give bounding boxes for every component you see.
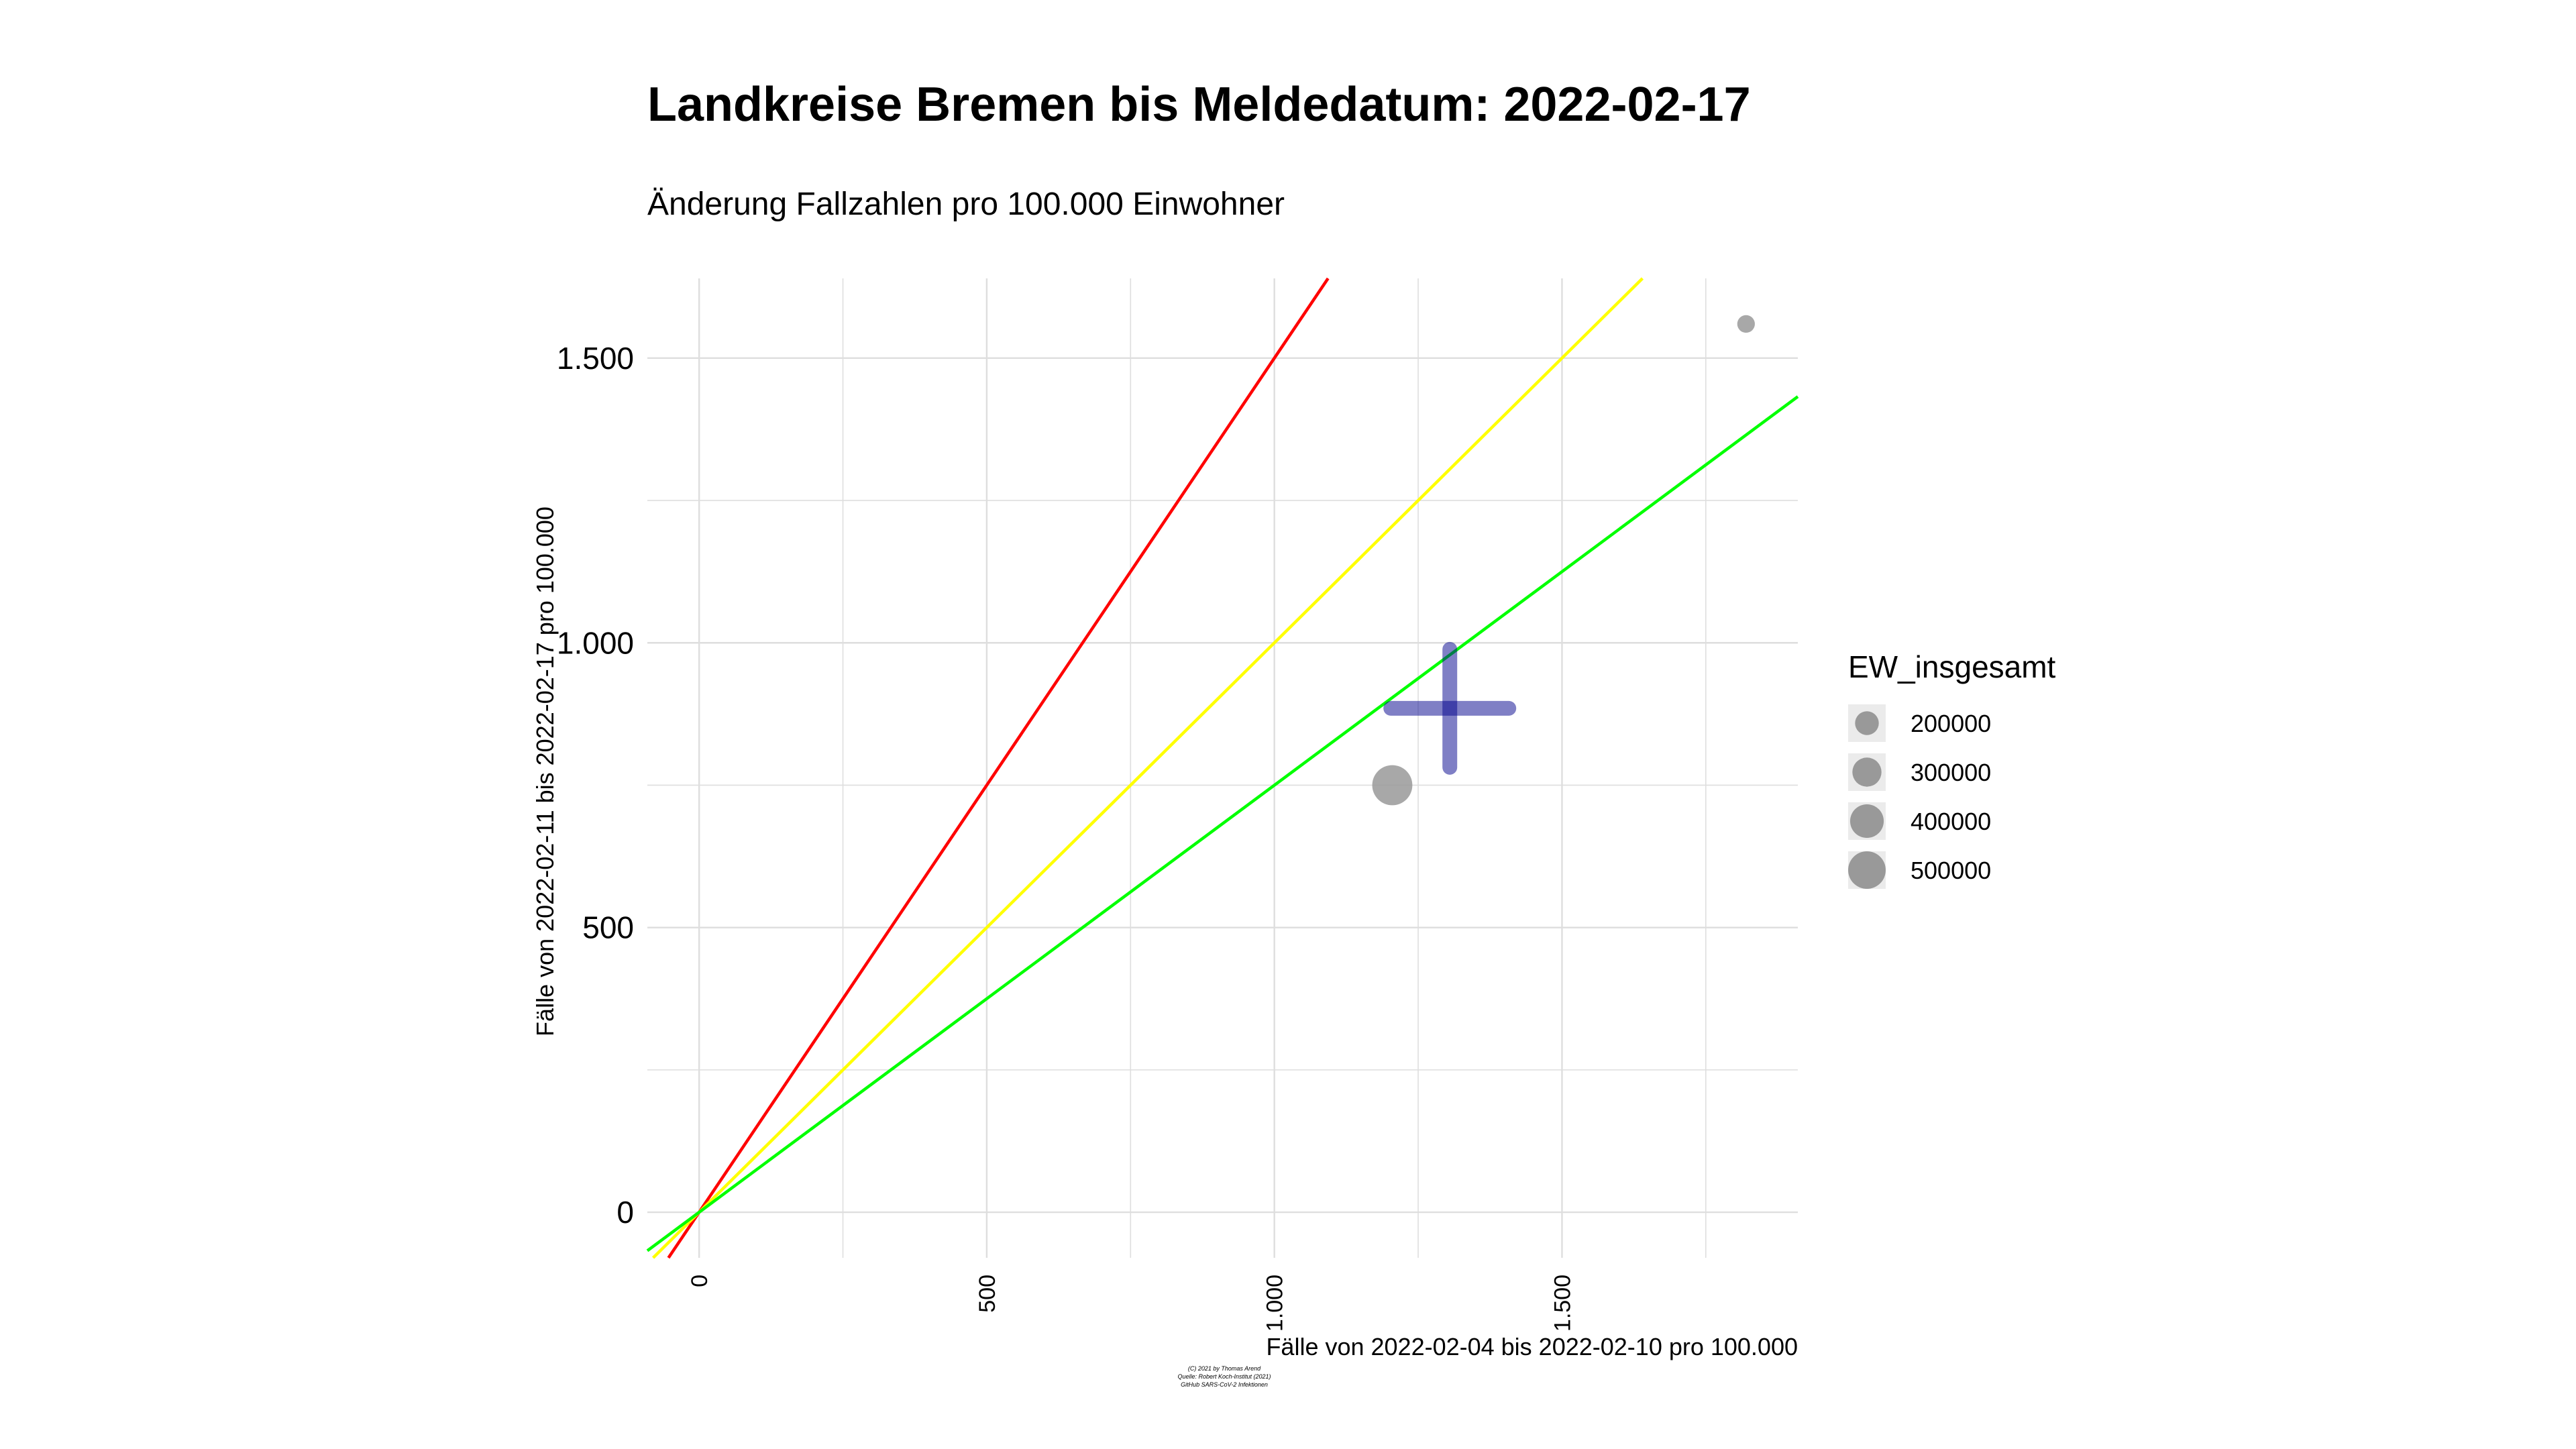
- y-tick-label: 500: [582, 910, 634, 945]
- caption: (C) 2021 by Thomas Arend Quelle: Robert …: [1177, 1365, 1271, 1388]
- legend-label: 300000: [1911, 759, 1991, 786]
- x-tick-label: 1.000: [1263, 1275, 1288, 1332]
- x-axis-title: Fälle von 2022-02-04 bis 2022-02-10 pro …: [1266, 1333, 1798, 1360]
- x-tick-label: 0: [687, 1275, 712, 1287]
- x-tick-label: 1.500: [1550, 1275, 1575, 1332]
- legend-title: EW_insgesamt: [1848, 649, 2056, 684]
- legend-swatch: [1855, 711, 1879, 735]
- y-axis-title: Fälle von 2022-02-11 bis 2022-02-17 pro …: [531, 506, 559, 1036]
- reference-line: [651, 277, 1644, 1259]
- y-tick-label: 1.500: [557, 341, 634, 376]
- legend-swatch: [1849, 804, 1884, 839]
- caption-line: (C) 2021 by Thomas Arend: [1188, 1365, 1261, 1372]
- data-point: [1737, 315, 1755, 333]
- data-point: [1372, 765, 1413, 806]
- axis-ticks: 0 500 1.000 1.500 0 500 1.000 1.500: [557, 341, 1576, 1332]
- caption-line: GitHub SARS-CoV-2 Infektionen: [1181, 1381, 1268, 1388]
- chart-subtitle: Änderung Fallzahlen pro 100.000 Einwohne…: [647, 186, 1285, 222]
- chart-title: Landkreise Bremen bis Meldedatum: 2022-0…: [647, 78, 1751, 131]
- legend-swatch: [1848, 851, 1886, 889]
- legend: EW_insgesamt 200000 300000 400000 500000: [1848, 649, 2056, 889]
- x-tick-label: 500: [975, 1275, 1000, 1313]
- reference-line: [667, 277, 1330, 1259]
- legend-swatch: [1852, 757, 1882, 787]
- legend-label: 500000: [1911, 857, 1991, 884]
- y-tick-label: 0: [616, 1195, 634, 1230]
- legend-label: 200000: [1911, 710, 1991, 737]
- reference-line: [646, 395, 1799, 1252]
- grid: [647, 278, 1798, 1258]
- y-tick-label: 1.000: [557, 625, 634, 660]
- data-points: [1372, 315, 1755, 806]
- caption-line: Quelle: Robert Koch-Institut (2021): [1177, 1373, 1271, 1380]
- legend-label: 400000: [1911, 808, 1991, 835]
- reference-lines: [646, 277, 1799, 1259]
- reference-marker: [1383, 641, 1517, 775]
